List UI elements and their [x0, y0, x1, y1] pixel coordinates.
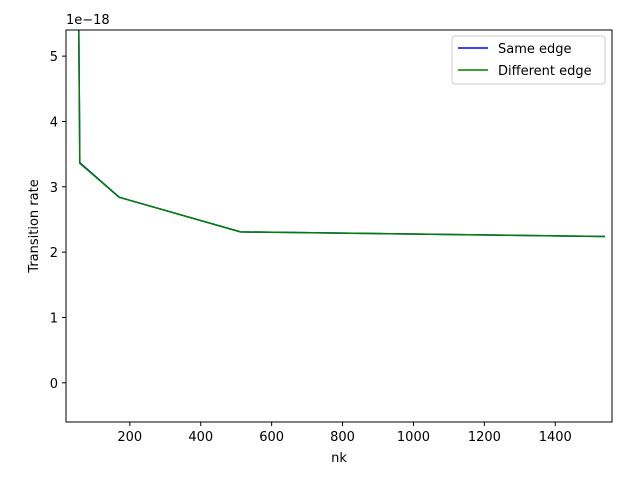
plot-frame: [65, 29, 613, 423]
legend-box: [451, 35, 606, 85]
y-tick-label: 3: [50, 181, 58, 196]
legend-label-different-edge: Different edge: [498, 64, 592, 79]
series-layer: [78, 30, 605, 238]
x-tick-label: 1200: [468, 430, 501, 445]
x-tick-label: 600: [259, 430, 284, 445]
x-tick-label: 1000: [397, 430, 430, 445]
y-tick-label: 0: [50, 377, 58, 392]
x-tick-label: 400: [188, 430, 213, 445]
plot-area: [66, 30, 612, 422]
y-tick-label: 4: [50, 115, 58, 130]
x-axis-label: nk: [331, 451, 347, 466]
y-axis-label: Transition rate: [27, 179, 42, 273]
legend: Same edge Different edge: [451, 35, 606, 85]
x-axis: 200 400 600 800 1000 1200 1400: [117, 422, 572, 445]
y-offset-label: 1e−18: [66, 13, 110, 28]
series-line-1: [78, 30, 605, 238]
y-tick-label: 2: [50, 246, 58, 261]
x-tick-label: 800: [330, 430, 355, 445]
x-tick-label: 1400: [539, 430, 572, 445]
y-tick-label: 5: [50, 50, 58, 65]
legend-label-same-edge: Same edge: [498, 42, 572, 57]
y-axis: 0 1 2 3 4 5: [50, 50, 66, 392]
y-tick-label: 1: [50, 311, 58, 326]
x-tick-label: 200: [117, 430, 142, 445]
